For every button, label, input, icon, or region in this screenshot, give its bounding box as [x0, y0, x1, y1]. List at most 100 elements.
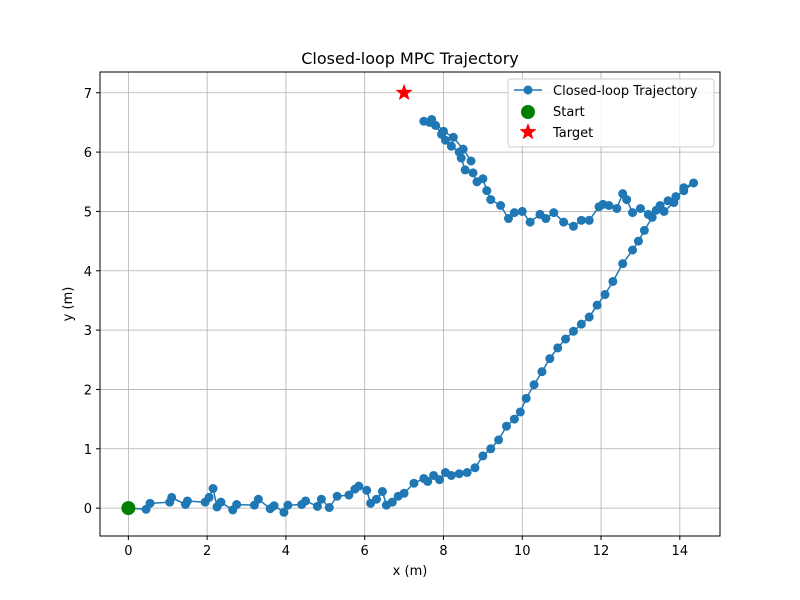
trajectory-point — [643, 209, 653, 219]
trajectory-point — [472, 177, 482, 187]
trajectory-point — [525, 217, 535, 227]
trajectory-point — [460, 165, 470, 175]
trajectory-point — [362, 485, 372, 495]
trajectory-point — [283, 500, 293, 510]
legend-target-label: Target — [552, 126, 593, 141]
trajectory-point — [279, 507, 289, 517]
x-axis: 0 2 4 6 8 10 12 14 — [124, 536, 688, 559]
x-tick-label: 12 — [593, 544, 610, 559]
trajectory-point — [529, 380, 539, 390]
trajectory-point — [559, 217, 569, 227]
trajectory-point — [419, 116, 429, 126]
trajectory-point — [409, 478, 419, 488]
trajectory-point — [502, 421, 512, 431]
y-tick-label: 0 — [84, 502, 92, 517]
legend-start-label: Start — [553, 105, 585, 120]
x-tick-label: 14 — [672, 544, 689, 559]
trajectory-point — [509, 414, 519, 424]
trajectory-point — [659, 206, 669, 216]
chart-title: Closed-loop MPC Trajectory — [301, 49, 519, 68]
trajectory-point — [639, 225, 649, 235]
trajectory-point — [253, 494, 263, 504]
trajectory-point — [568, 221, 578, 231]
trajectory-point — [576, 215, 586, 225]
trajectory-point — [208, 484, 218, 494]
trajectory-point — [454, 469, 464, 479]
trajectory-point — [377, 486, 387, 496]
trajectory-point — [568, 326, 578, 336]
trajectory-point — [232, 500, 242, 510]
trajectory-point — [446, 470, 456, 480]
legend-frame — [507, 78, 715, 148]
trajectory-point — [549, 208, 559, 218]
y-axis-label: y (m) — [61, 287, 76, 322]
trajectory-point — [462, 468, 472, 478]
trajectory-point — [145, 498, 155, 508]
x-tick-label: 2 — [203, 544, 211, 559]
trajectory-point — [612, 203, 622, 213]
trajectory-point — [399, 488, 409, 498]
legend-trajectory-marker — [523, 85, 533, 95]
trajectory-point — [486, 444, 496, 454]
trajectory-point — [466, 156, 476, 166]
trajectory-point — [503, 214, 513, 224]
trajectory-point — [316, 494, 326, 504]
trajectory-point — [332, 491, 342, 501]
trajectory-point — [324, 503, 334, 513]
trajectory-point — [584, 215, 594, 225]
trajectory-point — [628, 208, 638, 218]
trajectory-point — [628, 245, 638, 255]
y-tick-label: 7 — [84, 87, 92, 102]
trajectory-point — [651, 205, 661, 215]
trajectory-point — [561, 334, 571, 344]
trajectory-point — [468, 168, 478, 178]
trajectory-point — [618, 189, 628, 199]
trajectory-point — [618, 259, 628, 269]
y-axis: 0 1 2 3 4 5 6 7 — [84, 87, 100, 517]
x-tick-label: 8 — [439, 544, 447, 559]
trajectory-point — [301, 496, 311, 506]
trajectory-point — [387, 497, 397, 507]
y-tick-label: 1 — [84, 443, 92, 458]
trajectory-line — [128, 118, 695, 514]
y-tick-label: 5 — [84, 205, 92, 220]
trajectory-point — [535, 209, 545, 219]
start-marker — [121, 501, 136, 516]
trajectory-point — [600, 290, 610, 300]
trajectory-point — [486, 195, 496, 205]
trajectory-point — [592, 300, 602, 310]
trajectory-point — [608, 276, 618, 286]
trajectory-point — [517, 206, 527, 216]
legend-target-marker — [519, 123, 537, 140]
trajectory-point — [635, 203, 645, 213]
trajectory-point — [494, 435, 504, 445]
x-tick-label: 10 — [514, 544, 531, 559]
trajectory-point — [182, 496, 192, 506]
trajectory-point — [669, 198, 679, 208]
trajectory-point — [312, 501, 322, 511]
trajectory-point — [537, 367, 547, 377]
x-tick-label: 4 — [282, 544, 290, 559]
trajectory-point — [584, 312, 594, 322]
trajectory-point — [435, 475, 445, 485]
trajectory-point — [427, 114, 437, 124]
legend: Closed-loop Trajectory Start Target — [507, 78, 715, 148]
x-tick-label: 6 — [361, 544, 369, 559]
trajectory-point — [679, 183, 689, 193]
y-tick-label: 3 — [84, 324, 92, 339]
trajectory-point — [446, 141, 456, 151]
trajectory-point — [216, 497, 226, 507]
target-marker — [395, 83, 413, 100]
trajectory-point — [633, 236, 643, 246]
trajectory-point — [594, 202, 604, 212]
trajectory-point — [354, 481, 364, 491]
trajectory-point — [689, 178, 699, 188]
plot-area — [121, 83, 699, 517]
x-axis-label: x (m) — [393, 564, 428, 579]
y-tick-label: 4 — [84, 265, 92, 280]
trajectory-point — [269, 501, 279, 511]
trajectory-point — [576, 319, 586, 329]
legend-start-marker — [521, 105, 535, 119]
trajectory-point — [423, 476, 433, 486]
